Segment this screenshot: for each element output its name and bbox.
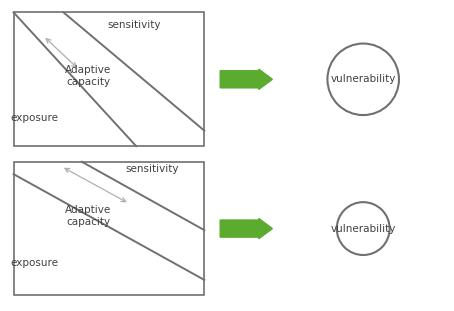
Text: sensitivity: sensitivity	[125, 165, 179, 174]
Text: Adaptive
capacity: Adaptive capacity	[65, 65, 112, 87]
Bar	[14, 162, 204, 295]
Bar	[14, 12, 204, 146]
FancyArrow shape	[220, 218, 272, 239]
Text: sensitivity: sensitivity	[107, 20, 161, 30]
Text: Adaptive
capacity: Adaptive capacity	[65, 205, 112, 227]
Text: vulnerability: vulnerability	[331, 224, 396, 234]
FancyArrow shape	[220, 69, 272, 90]
Text: vulnerability: vulnerability	[331, 74, 396, 84]
Text: exposure: exposure	[10, 258, 58, 268]
Text: exposure: exposure	[10, 113, 58, 123]
